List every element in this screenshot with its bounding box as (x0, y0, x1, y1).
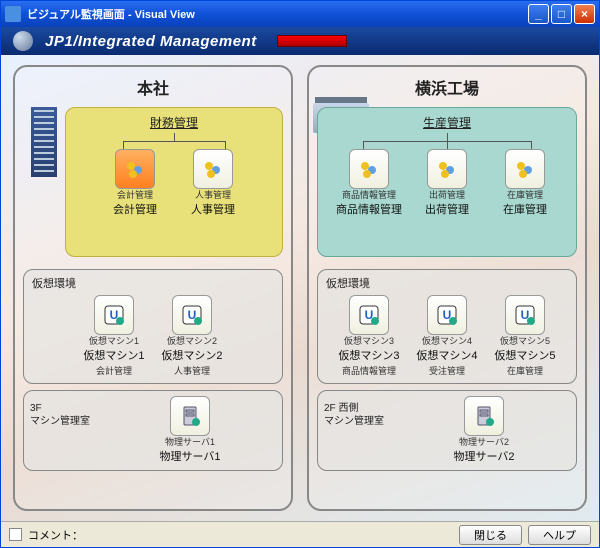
hq-domain-box: 財務管理 会計管理会計管理人事管理人事管理 (65, 107, 283, 257)
node-caption: 出荷管理 (412, 191, 482, 200)
node-caption: 仮想マシン3 (334, 337, 404, 346)
topology-canvas: 本社 財務管理 会計管理会計管理人事管理人事管理 仮想環境 U仮想マシン1仮想マ… (1, 55, 599, 521)
node-caption: 仮想マシン4 (412, 337, 482, 346)
app-icon (349, 149, 389, 189)
node-sublabel: 商品情報管理 (334, 364, 404, 377)
factory-domain-label: 生産管理 (324, 114, 570, 131)
vm-icon: U (505, 295, 545, 335)
close-dialog-button[interactable]: 閉じる (459, 525, 522, 545)
server-node[interactable]: 物理サーバ2物理サーバ2 (449, 396, 519, 464)
factory-domain-box: 生産管理 商品情報管理商品情報管理出荷管理出荷管理在庫管理在庫管理 (317, 107, 577, 257)
node-label: 仮想マシン4 (412, 347, 482, 363)
node-sublabel: 在庫管理 (490, 364, 560, 377)
vm-icon: U (427, 295, 467, 335)
node-label: 人事管理 (178, 201, 248, 217)
node-caption: 会計管理 (100, 191, 170, 200)
server-node[interactable]: 物理サーバ1物理サーバ1 (155, 396, 225, 464)
node-label: 物理サーバ2 (449, 448, 519, 464)
site-hq[interactable]: 本社 財務管理 会計管理会計管理人事管理人事管理 仮想環境 U仮想マシン1仮想マ… (13, 65, 293, 511)
site-factory-title: 横浜工場 (317, 75, 577, 99)
status-indicator (277, 35, 347, 47)
connector (72, 135, 276, 149)
comment-label: コメント： (28, 527, 83, 543)
building-icon (21, 97, 69, 177)
node-caption: 仮想マシン5 (490, 337, 560, 346)
connector (324, 135, 570, 149)
close-button[interactable]: × (574, 4, 595, 24)
app-node[interactable]: 在庫管理在庫管理 (490, 149, 560, 217)
factory-phys-section: 2F 西側 マシン管理室 物理サーバ2物理サーバ2 (317, 390, 577, 471)
app-header: JP1/Integrated Management (1, 27, 599, 55)
vm-node[interactable]: U仮想マシン4仮想マシン4受注管理 (412, 295, 482, 377)
hq-room-label: 3F マシン管理室 (30, 396, 98, 464)
server-icon (464, 396, 504, 436)
site-factory[interactable]: 横浜工場 生産管理 商品情報管理商品情報管理出荷管理出荷管理在庫管理在庫管理 仮… (307, 65, 587, 511)
vm-node[interactable]: U仮想マシン1仮想マシン1会計管理 (79, 295, 149, 377)
app-icon (115, 149, 155, 189)
app-node[interactable]: 出荷管理出荷管理 (412, 149, 482, 217)
node-sublabel: 受注管理 (412, 364, 482, 377)
node-label: 仮想マシン1 (79, 347, 149, 363)
node-caption: 仮想マシン1 (79, 337, 149, 346)
section-title: 仮想環境 (326, 275, 570, 291)
app-icon (193, 149, 233, 189)
hq-domain-label: 財務管理 (72, 114, 276, 131)
logo-icon (13, 31, 33, 51)
product-name: JP1/Integrated Management (45, 33, 257, 50)
vm-node[interactable]: U仮想マシン3仮想マシン3商品情報管理 (334, 295, 404, 377)
hq-venv-section: 仮想環境 U仮想マシン1仮想マシン1会計管理U仮想マシン2仮想マシン2人事管理 (23, 269, 283, 384)
node-caption: 商品情報管理 (334, 191, 404, 200)
node-label: 商品情報管理 (334, 201, 404, 217)
node-label: 物理サーバ1 (155, 448, 225, 464)
vm-icon: U (94, 295, 134, 335)
vm-node[interactable]: U仮想マシン2仮想マシン2人事管理 (157, 295, 227, 377)
footer: コメント： 閉じる ヘルプ (1, 521, 599, 547)
node-caption: 人事管理 (178, 191, 248, 200)
vm-node[interactable]: U仮想マシン5仮想マシン5在庫管理 (490, 295, 560, 377)
node-sublabel: 会計管理 (79, 364, 149, 377)
factory-room-label: 2F 西側 マシン管理室 (324, 396, 392, 464)
node-caption: 物理サーバ1 (155, 438, 225, 447)
node-label: 在庫管理 (490, 201, 560, 217)
comment-checkbox[interactable] (9, 528, 22, 541)
app-icon (505, 149, 545, 189)
node-label: 出荷管理 (412, 201, 482, 217)
app-window: ビジュアル監視画面 - Visual View _ □ × JP1/Integr… (0, 0, 600, 548)
app-icon (427, 149, 467, 189)
node-caption: 物理サーバ2 (449, 438, 519, 447)
factory-venv-section: 仮想環境 U仮想マシン3仮想マシン3商品情報管理U仮想マシン4仮想マシン4受注管… (317, 269, 577, 384)
minimize-button[interactable]: _ (528, 4, 549, 24)
help-button[interactable]: ヘルプ (528, 525, 591, 545)
node-caption: 在庫管理 (490, 191, 560, 200)
node-label: 仮想マシン5 (490, 347, 560, 363)
section-title: 仮想環境 (32, 275, 276, 291)
node-sublabel: 人事管理 (157, 364, 227, 377)
app-icon (5, 6, 21, 22)
maximize-button[interactable]: □ (551, 4, 572, 24)
node-label: 仮想マシン3 (334, 347, 404, 363)
server-icon (170, 396, 210, 436)
app-node[interactable]: 商品情報管理商品情報管理 (334, 149, 404, 217)
node-caption: 仮想マシン2 (157, 337, 227, 346)
titlebar[interactable]: ビジュアル監視画面 - Visual View _ □ × (1, 1, 599, 27)
app-node[interactable]: 人事管理人事管理 (178, 149, 248, 217)
app-node[interactable]: 会計管理会計管理 (100, 149, 170, 217)
node-label: 仮想マシン2 (157, 347, 227, 363)
node-label: 会計管理 (100, 201, 170, 217)
hq-phys-section: 3F マシン管理室 物理サーバ1物理サーバ1 (23, 390, 283, 471)
window-title: ビジュアル監視画面 - Visual View (27, 6, 195, 22)
vm-icon: U (349, 295, 389, 335)
vm-icon: U (172, 295, 212, 335)
site-hq-title: 本社 (23, 75, 283, 99)
